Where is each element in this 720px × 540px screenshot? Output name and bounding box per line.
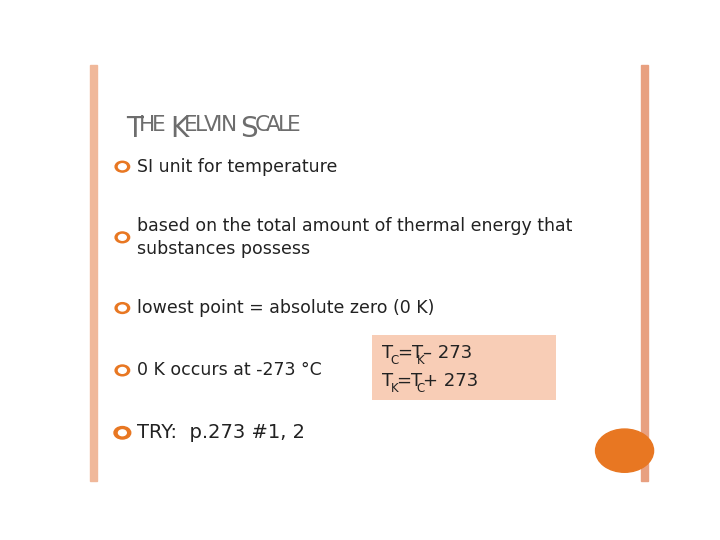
Text: based on the total amount of thermal energy that
substances possess: based on the total amount of thermal ene… xyxy=(138,217,573,258)
Circle shape xyxy=(115,365,130,376)
Text: T: T xyxy=(382,373,393,390)
Text: H: H xyxy=(140,114,156,134)
Circle shape xyxy=(119,430,126,436)
Circle shape xyxy=(115,161,130,172)
Text: – 273: – 273 xyxy=(423,344,472,362)
Text: T: T xyxy=(382,344,393,362)
Circle shape xyxy=(119,164,126,170)
Text: 0 K occurs at -273 °C: 0 K occurs at -273 °C xyxy=(138,361,322,380)
Circle shape xyxy=(595,429,654,472)
Text: K: K xyxy=(417,354,425,367)
Circle shape xyxy=(119,305,126,311)
Circle shape xyxy=(114,427,131,439)
Text: C: C xyxy=(390,354,399,367)
Text: K: K xyxy=(390,382,398,395)
Circle shape xyxy=(115,232,130,243)
Text: TRY:  p.273 #1, 2: TRY: p.273 #1, 2 xyxy=(138,423,305,442)
Circle shape xyxy=(119,368,126,373)
Bar xyxy=(90,65,96,481)
Text: lowest point = absolute zero (0 K): lowest point = absolute zero (0 K) xyxy=(138,299,435,317)
Text: I: I xyxy=(216,114,222,134)
Text: E: E xyxy=(184,114,198,134)
Text: + 273: + 273 xyxy=(423,373,478,390)
Circle shape xyxy=(115,302,130,313)
Text: C: C xyxy=(417,382,425,395)
Text: L: L xyxy=(277,114,289,134)
Text: L: L xyxy=(195,114,207,134)
Text: T: T xyxy=(126,114,143,143)
Text: V: V xyxy=(204,114,219,134)
Text: A: A xyxy=(266,114,281,134)
Text: E: E xyxy=(152,114,166,134)
FancyBboxPatch shape xyxy=(372,335,556,400)
Text: SI unit for temperature: SI unit for temperature xyxy=(138,158,338,176)
Text: N: N xyxy=(220,114,237,134)
Text: K: K xyxy=(170,114,189,143)
Text: =T: =T xyxy=(397,344,423,362)
Text: E: E xyxy=(287,114,300,134)
Bar xyxy=(642,65,648,481)
Text: =T: =T xyxy=(397,373,423,390)
Text: S: S xyxy=(240,114,258,143)
Text: C: C xyxy=(254,114,269,134)
Circle shape xyxy=(119,234,126,240)
